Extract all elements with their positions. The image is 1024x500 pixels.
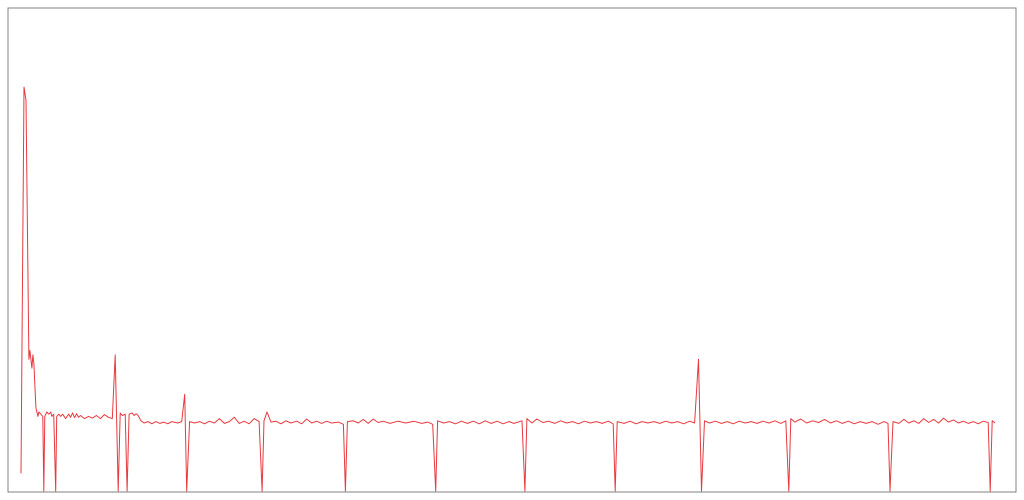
series-layer xyxy=(20,86,996,492)
plot-area xyxy=(7,7,1017,493)
series-line-1 xyxy=(20,86,996,492)
